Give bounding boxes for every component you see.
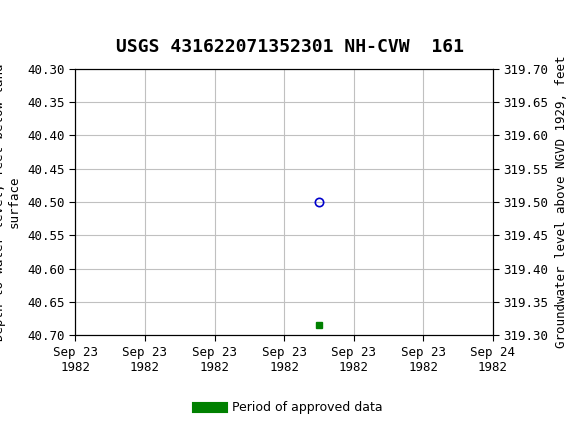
Y-axis label: Groundwater level above NGVD 1929, feet: Groundwater level above NGVD 1929, feet [556, 56, 568, 348]
Text: ▒USGS: ▒USGS [12, 13, 78, 39]
Y-axis label: Depth to water level, feet below land
surface: Depth to water level, feet below land su… [0, 63, 20, 341]
Legend: Period of approved data: Period of approved data [192, 396, 388, 419]
Text: USGS 431622071352301 NH-CVW  161: USGS 431622071352301 NH-CVW 161 [116, 38, 464, 56]
